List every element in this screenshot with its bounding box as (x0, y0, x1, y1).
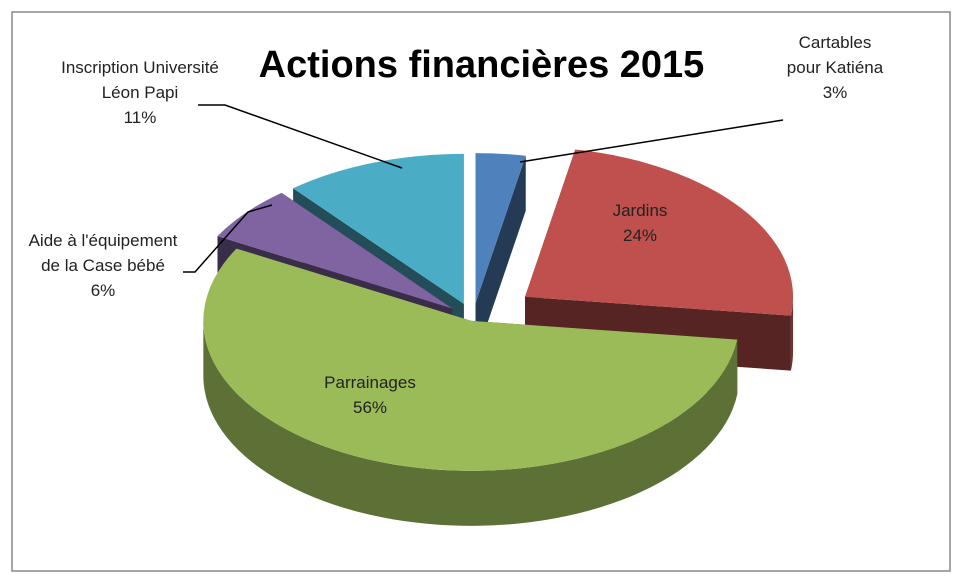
slice-side (203, 320, 738, 526)
slice-label: Inscription Université Léon Papi 11% (60, 55, 220, 130)
category-label: Jardins (612, 201, 668, 220)
slice-side (790, 296, 794, 371)
slice-label: Aide à l'équipement de la Case bébé 6% (28, 228, 178, 303)
category-label: Cartables pour Katiéna (786, 33, 884, 77)
slice-wall (475, 155, 526, 359)
value-label: 56% (352, 398, 388, 417)
slice (293, 153, 464, 304)
slice-label: Cartables pour Katiéna 3% (780, 30, 890, 105)
slice (525, 149, 794, 316)
leader-line (519, 119, 784, 163)
category-label: Parrainages (324, 373, 416, 392)
value-label: 11% (123, 108, 157, 127)
chart-title: Actions financières 2015 (258, 44, 705, 86)
slice (217, 192, 453, 309)
slice (475, 153, 526, 304)
pie (203, 149, 794, 526)
slice-label: Parrainages 56% (270, 370, 470, 420)
category-label: Inscription Université Léon Papi (61, 58, 219, 102)
value-label: 3% (822, 83, 848, 102)
category-label: Aide à l'équipement de la Case bébé (28, 231, 178, 275)
slice (203, 248, 738, 471)
slice-label: Jardins 24% (555, 198, 725, 248)
leader-line (198, 104, 403, 169)
value-label: 24% (622, 226, 658, 245)
leader-line (183, 204, 273, 273)
value-label: 6% (90, 281, 116, 300)
